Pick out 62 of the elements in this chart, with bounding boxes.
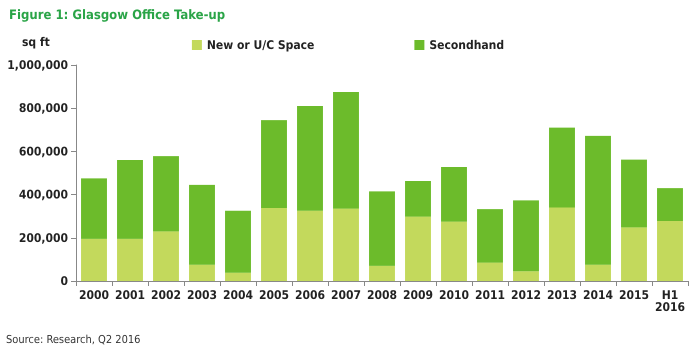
bar (657, 188, 683, 221)
x-tick-label: 2007 (330, 288, 362, 302)
x-tick-label: 2008 (366, 288, 398, 302)
y-tick-label: 800,000 (18, 101, 68, 116)
y-tick-label: 1,000,000 (7, 58, 68, 72)
bar (513, 200, 539, 272)
legend-label: Secondhand (429, 38, 504, 52)
bar (297, 106, 323, 211)
x-tick-label: 2001 (114, 288, 146, 302)
x-tick-label: 2013 (546, 288, 578, 302)
bar (261, 120, 287, 208)
legend-label: New or U/C Space (206, 38, 314, 52)
x-tick-label: 2014 (582, 288, 614, 302)
bar (477, 209, 503, 263)
bar (585, 264, 611, 281)
y-tick-label: 400,000 (18, 188, 68, 202)
bar (153, 156, 179, 232)
bar (333, 208, 359, 281)
bar (297, 210, 323, 281)
source-note: Source: Research, Q2 2016 (6, 333, 140, 346)
x-tick-label: 2012 (510, 288, 542, 302)
y-tick-label: 600,000 (18, 144, 68, 158)
bar (405, 216, 431, 281)
bar (261, 208, 287, 281)
x-tick-label: 2009 (402, 288, 434, 302)
x-tick-label: 2000 (78, 288, 110, 302)
bar (585, 136, 611, 265)
bar (81, 178, 107, 239)
bar (153, 231, 179, 281)
bar (225, 210, 251, 273)
x-tick-label: 2015 (618, 288, 650, 302)
x-tick-label: 2002 (150, 288, 182, 302)
bar (225, 272, 251, 281)
bar (621, 227, 647, 281)
bar (441, 166, 467, 222)
bar (117, 160, 143, 239)
bar (369, 191, 395, 266)
bar (441, 222, 467, 281)
bar (549, 208, 575, 281)
chart-title: Figure 1: Glasgow Office Take-up (9, 8, 226, 23)
bar (549, 128, 575, 208)
bar (369, 266, 395, 281)
bar (189, 184, 215, 265)
bar (117, 238, 143, 281)
y-tick-label: 200,000 (18, 230, 68, 245)
x-tick-label: 2004 (222, 288, 254, 302)
x-tick-label: 2011 (474, 288, 506, 302)
bar (81, 238, 107, 281)
y-tick-label: 0 (60, 274, 68, 288)
bar (513, 271, 539, 281)
x-tick-label: 2003 (186, 288, 218, 302)
bar (405, 180, 431, 217)
bar (621, 160, 647, 228)
y-axis-title: sq ft (22, 35, 50, 49)
bar (189, 264, 215, 281)
x-tick-label: H1 2016 (654, 288, 686, 314)
x-tick-label: 2010 (438, 288, 470, 302)
x-tick-label: 2005 (258, 288, 290, 302)
bar (333, 92, 359, 209)
bar (657, 220, 683, 281)
x-tick-label: 2006 (294, 288, 326, 302)
bar (477, 262, 503, 281)
